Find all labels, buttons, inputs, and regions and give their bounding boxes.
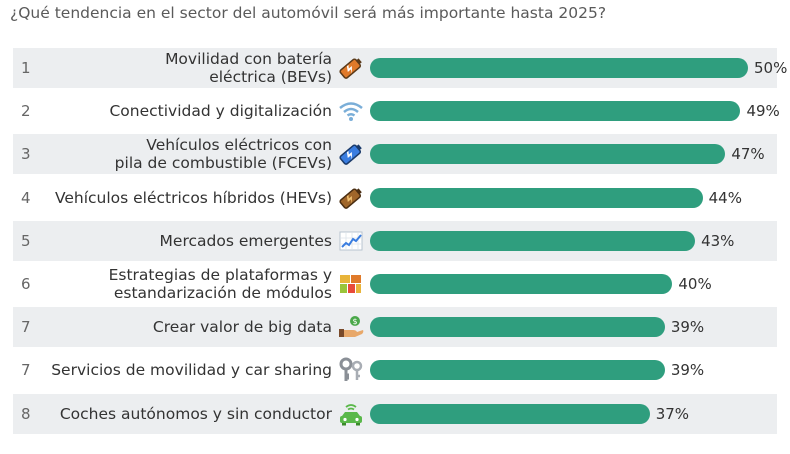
- chart-row: 6 Estrategias de plataformas y estandariz…: [13, 264, 777, 304]
- battery-icon: [337, 55, 365, 81]
- money-hand-icon: $: [337, 314, 365, 340]
- wifi-icon: [337, 98, 365, 124]
- chart-row: 1 Movilidad con batería eléctrica (BEVs) 5…: [13, 48, 787, 88]
- category-label: Estrategias de plataformas y estandariza…: [108, 266, 332, 302]
- bar: [370, 187, 703, 208]
- chart-row: 5 Mercados emergentes 43%: [13, 220, 777, 261]
- rank-label: 4: [21, 188, 31, 207]
- autonomous-car-icon: [337, 401, 365, 427]
- bar: [370, 230, 696, 251]
- value-label: 50%: [754, 59, 788, 77]
- blocks-icon: [337, 271, 365, 297]
- svg-text:$: $: [352, 317, 357, 326]
- brown-battery-icon: [337, 185, 365, 211]
- chart-title: ¿Qué tendencia en el sector del automóvi…: [10, 4, 607, 22]
- chart-row: 7 Crear valor de big data $39%: [13, 307, 777, 348]
- chart-row: 4 Vehículos eléctricos híbridos (HEVs) 44%: [13, 178, 777, 218]
- chart-row: 2 Conectividad y digitalización 49%: [13, 91, 780, 131]
- value-label: 39%: [670, 318, 705, 337]
- rank-label: 2: [21, 102, 31, 121]
- bar: [370, 101, 741, 122]
- chart-row: 8 Coches autónomos y sin conductor 37%: [13, 393, 777, 434]
- value-label: 44%: [708, 188, 742, 207]
- blue-battery-icon: [337, 141, 365, 167]
- rank-label: 7: [21, 361, 31, 380]
- category-label: Coches autónomos y sin conductor: [59, 404, 332, 423]
- bar: [370, 58, 748, 78]
- value-label: 40%: [678, 275, 712, 293]
- rank-label: 1: [21, 59, 31, 77]
- rank-label: 8: [21, 404, 31, 423]
- bar: [370, 144, 726, 165]
- rank-label: 3: [21, 145, 31, 164]
- value-label: 43%: [701, 231, 735, 250]
- category-label: Conectividad y digitalización: [109, 102, 332, 121]
- category-label: Mercados emergentes: [159, 231, 332, 250]
- bar: [370, 317, 665, 338]
- bar: [370, 274, 673, 294]
- category-label: Crear valor de big data: [152, 318, 332, 337]
- category-label: Movilidad con batería eléctrica (BEVs): [165, 50, 332, 86]
- keys-icon: [337, 357, 365, 383]
- bar: [370, 360, 665, 381]
- bar: [370, 403, 650, 424]
- value-label: 37%: [655, 404, 690, 423]
- value-label: 47%: [731, 145, 765, 164]
- value-label: 39%: [670, 361, 705, 380]
- chart-row: 3 Vehículos eléctricos con pila de combus…: [13, 134, 777, 175]
- chart-up-icon: [337, 228, 365, 254]
- rank-label: 7: [21, 318, 31, 337]
- rank-label: 5: [21, 231, 31, 250]
- category-label: Vehículos eléctricos con pila de combust…: [114, 136, 332, 173]
- category-label: Vehículos eléctricos híbridos (HEVs): [54, 188, 332, 207]
- category-label: Servicios de movilidad y car sharing: [51, 361, 332, 380]
- rank-label: 6: [21, 275, 31, 293]
- chart-row: 7 Servicios de movilidad y car sharing 39%: [13, 350, 777, 390]
- value-label: 49%: [746, 102, 780, 121]
